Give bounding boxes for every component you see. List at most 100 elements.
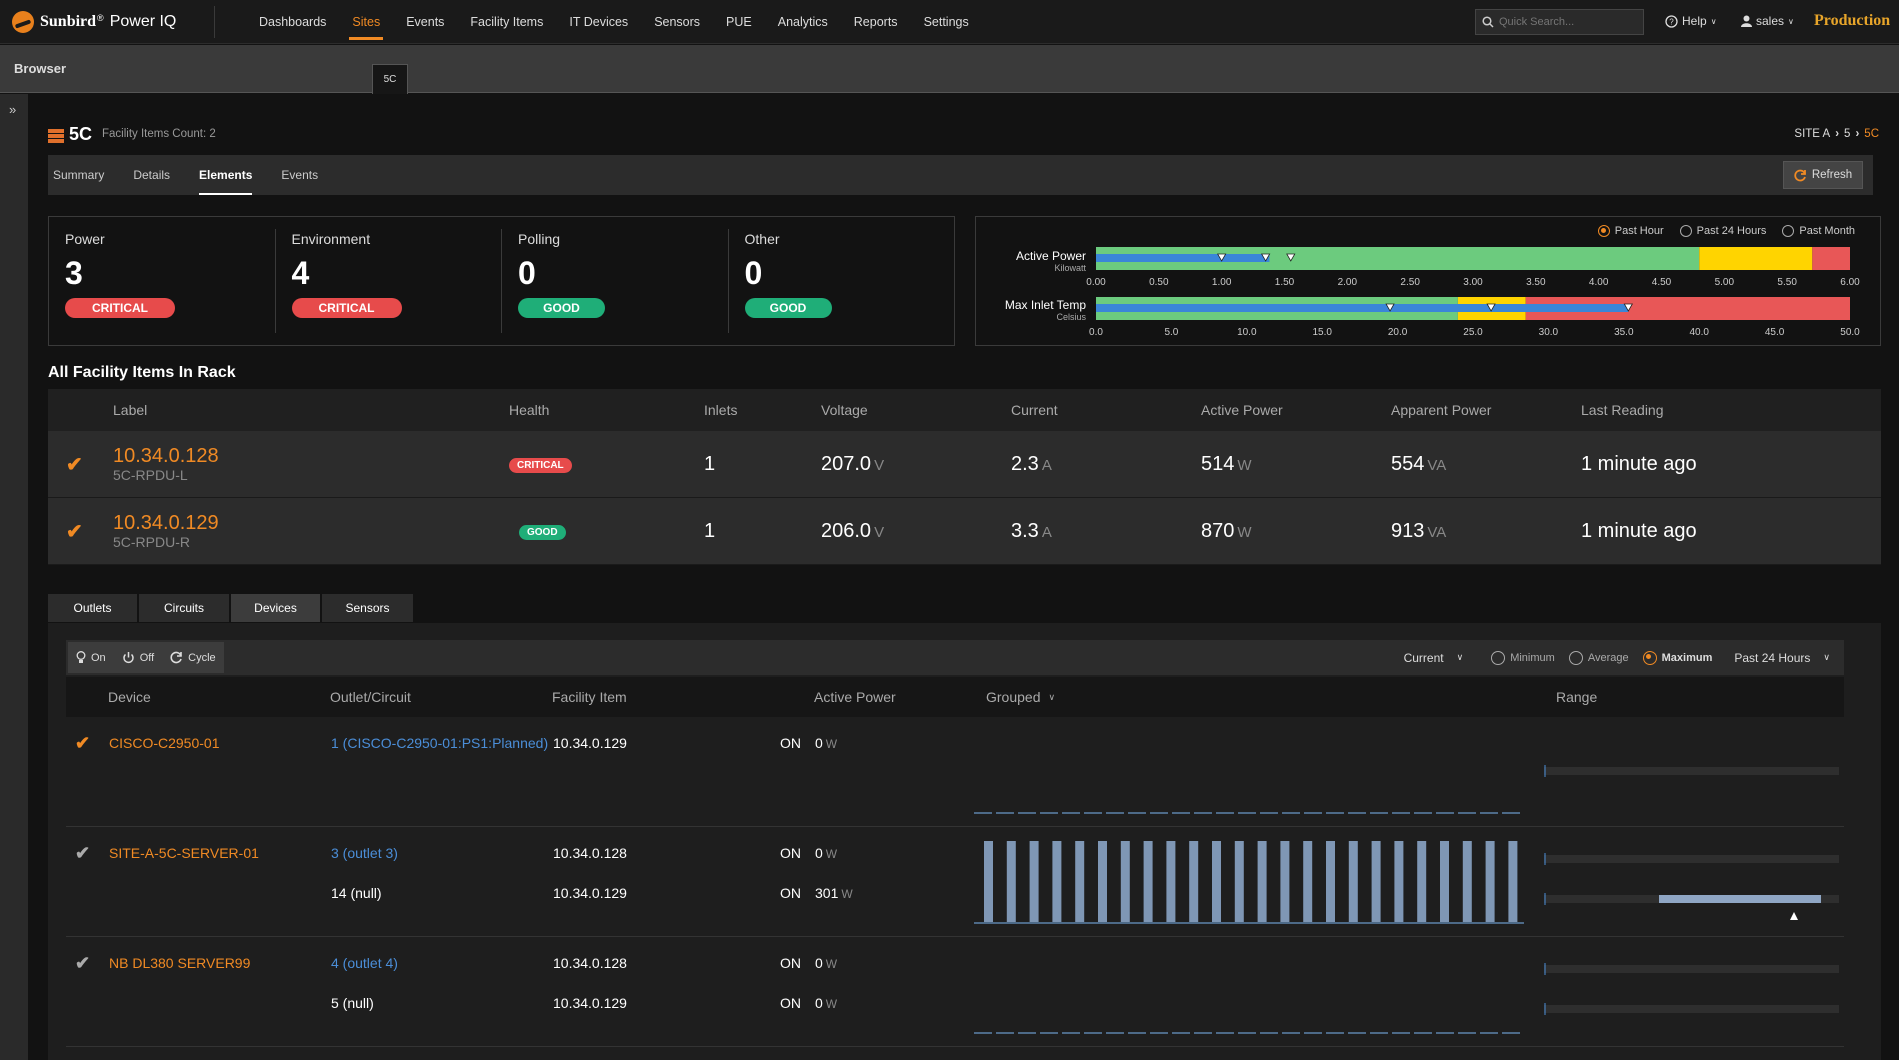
nav-it-devices[interactable]: IT Devices — [569, 15, 629, 29]
active-power-value: 514 — [1201, 452, 1235, 475]
tab-sensors[interactable]: Sensors — [322, 594, 413, 622]
help-menu[interactable]: ? Help ∨ — [1665, 14, 1717, 28]
power-unit: W — [825, 997, 838, 1011]
option-maximum[interactable]: Maximum — [1642, 650, 1712, 665]
user-icon — [1741, 15, 1752, 27]
search-icon — [1482, 16, 1494, 28]
range-option-past-hour[interactable]: Past Hour — [1597, 225, 1664, 237]
option-minimum[interactable]: Minimum — [1491, 650, 1555, 665]
breadcrumb-row[interactable]: 5 — [1844, 128, 1851, 140]
current-unit: A — [1041, 523, 1052, 541]
quick-search-input[interactable] — [1499, 16, 1639, 28]
reading-options: Current ∨ Minimum Average Maximum Past 24… — [1404, 640, 1830, 675]
tab-events[interactable]: Events — [281, 168, 319, 182]
period-select[interactable]: Past 24 Hours ∨ — [1734, 651, 1830, 665]
reading-type-select[interactable]: Current ∨ — [1404, 651, 1464, 665]
tab-circuits[interactable]: Circuits — [139, 594, 229, 622]
power-unit: W — [825, 957, 838, 971]
expand-sidebar-icon[interactable]: » — [9, 102, 17, 117]
facility-item-value: 10.34.0.129 — [553, 995, 627, 1011]
header-device[interactable]: Device — [108, 689, 151, 705]
quick-search[interactable] — [1475, 9, 1644, 35]
nav-events[interactable]: Events — [406, 15, 445, 29]
outlet-circuit-link[interactable]: 1 (CISCO-C2950-01:PS1:Planned) — [331, 735, 549, 751]
grouped-bar — [1440, 841, 1449, 923]
top-nav: Sunbird ® Power IQ Dashboards Sites Events F… — [0, 0, 1899, 44]
check-icon[interactable]: ✔ — [66, 520, 83, 543]
check-icon[interactable]: ✔ — [75, 843, 91, 863]
facility-item-value: 10.34.0.129 — [553, 885, 627, 901]
tab-details[interactable]: Details — [133, 168, 171, 182]
app-logo[interactable]: Sunbird ® Power IQ — [12, 9, 176, 35]
power-off-button[interactable]: Off — [122, 651, 154, 664]
check-icon[interactable]: ✔ — [75, 953, 91, 973]
browser-tab-5c[interactable]: 5C — [372, 64, 408, 94]
radio-selected-icon — [1597, 225, 1610, 237]
header-voltage[interactable]: Voltage — [821, 402, 868, 418]
nav-reports[interactable]: Reports — [853, 15, 898, 29]
power-cycle-button[interactable]: Cycle — [170, 651, 216, 664]
table-row[interactable]: ✔ 10.34.0.129 5C-RPDU-R GOOD 1 206.0 V 3.… — [48, 498, 1881, 565]
table-row[interactable]: ✔ CISCO-C2950-01 1 (CISCO-C2950-01:PS1:P… — [66, 717, 1844, 827]
breadcrumb-site[interactable]: SITE A — [1794, 128, 1831, 140]
gauge-tick-label: 4.50 — [1651, 277, 1672, 288]
tab-summary[interactable]: Summary — [53, 168, 105, 182]
state-value: ON — [780, 955, 801, 971]
outlet-circuit-link[interactable]: 3 (outlet 3) — [331, 845, 398, 861]
header-active-power[interactable]: Active Power — [814, 689, 896, 705]
header-health[interactable]: Health — [509, 402, 550, 418]
header-outlet-circuit[interactable]: Outlet/Circuit — [330, 689, 411, 705]
nav-pue[interactable]: PUE — [726, 15, 752, 29]
active-power-unit: W — [1237, 456, 1252, 474]
header-facility-item[interactable]: Facility Item — [552, 689, 627, 705]
refresh-icon — [1794, 169, 1806, 181]
range-option-past-24-hours[interactable]: Past 24 Hours — [1679, 225, 1766, 237]
check-icon[interactable]: ✔ — [66, 453, 83, 476]
check-icon[interactable]: ✔ — [75, 733, 91, 753]
gauge-tick-label: 25.0 — [1463, 327, 1483, 338]
card-value: 3 — [65, 255, 83, 291]
user-menu[interactable]: sales ∨ — [1741, 14, 1794, 28]
outlet-circuit-value: 14 (null) — [331, 885, 382, 901]
power-on-button[interactable]: On — [76, 651, 106, 664]
header-current[interactable]: Current — [1011, 402, 1058, 418]
header-label[interactable]: Label — [113, 402, 148, 418]
header-grouped[interactable]: Grouped ∨ — [986, 689, 1556, 705]
nav-analytics[interactable]: Analytics — [777, 15, 828, 29]
nav-dashboards[interactable]: Dashboards — [259, 15, 327, 29]
environment-label: Production — [1814, 12, 1891, 29]
gauge-tick-label: 10.0 — [1237, 327, 1257, 338]
grouped-bar — [1006, 841, 1016, 923]
header-last-reading[interactable]: Last Reading — [1581, 402, 1664, 418]
tab-devices[interactable]: Devices — [231, 594, 320, 622]
range-option-past-month[interactable]: Past Month — [1782, 225, 1855, 237]
nav-settings[interactable]: Settings — [923, 15, 969, 29]
gauges-panel: Past Hour Past 24 Hours Past Month Activ… — [975, 216, 1881, 346]
header-inlets[interactable]: Inlets — [704, 402, 738, 418]
outlet-circuit-link[interactable]: 4 (outlet 4) — [331, 955, 398, 971]
header-apparent-power[interactable]: Apparent Power — [1391, 402, 1492, 418]
option-average[interactable]: Average — [1568, 650, 1629, 665]
device-link[interactable]: NB DL380 SERVER99 — [109, 955, 251, 971]
grouped-bar — [1485, 841, 1495, 923]
table-row[interactable]: ✔ 10.34.0.128 5C-RPDU-L CRITICAL 1 207.0… — [48, 431, 1881, 498]
browser-title: Browser — [14, 61, 67, 76]
tab-outlets[interactable]: Outlets — [48, 594, 137, 622]
facility-item-link[interactable]: 10.34.0.129 — [113, 511, 219, 534]
active-power-value: 301 W — [815, 885, 853, 901]
refresh-button[interactable]: Refresh — [1783, 161, 1863, 189]
device-link[interactable]: SITE-A-5C-SERVER-01 — [109, 845, 259, 861]
tab-elements[interactable]: Elements — [199, 155, 253, 195]
current-unit: A — [1041, 456, 1052, 474]
breadcrumb: SITE A › 5 › 5C — [1794, 128, 1879, 140]
device-link[interactable]: CISCO-C2950-01 — [109, 735, 220, 751]
header-active-power[interactable]: Active Power — [1201, 402, 1283, 418]
nav-facility-items[interactable]: Facility Items — [470, 15, 544, 29]
facility-item-link[interactable]: 10.34.0.128 — [113, 444, 219, 467]
table-row[interactable]: ✔ NB DL380 SERVER99 4 (outlet 4) 10.34.0… — [66, 937, 1844, 1047]
nav-sensors[interactable]: Sensors — [654, 15, 701, 29]
nav-sites[interactable]: Sites — [339, 0, 393, 44]
table-row[interactable]: ✔ SITE-A-5C-SERVER-01 3 (outlet 3) 10.34… — [66, 827, 1844, 937]
gauge-marker-icon — [1216, 253, 1227, 262]
